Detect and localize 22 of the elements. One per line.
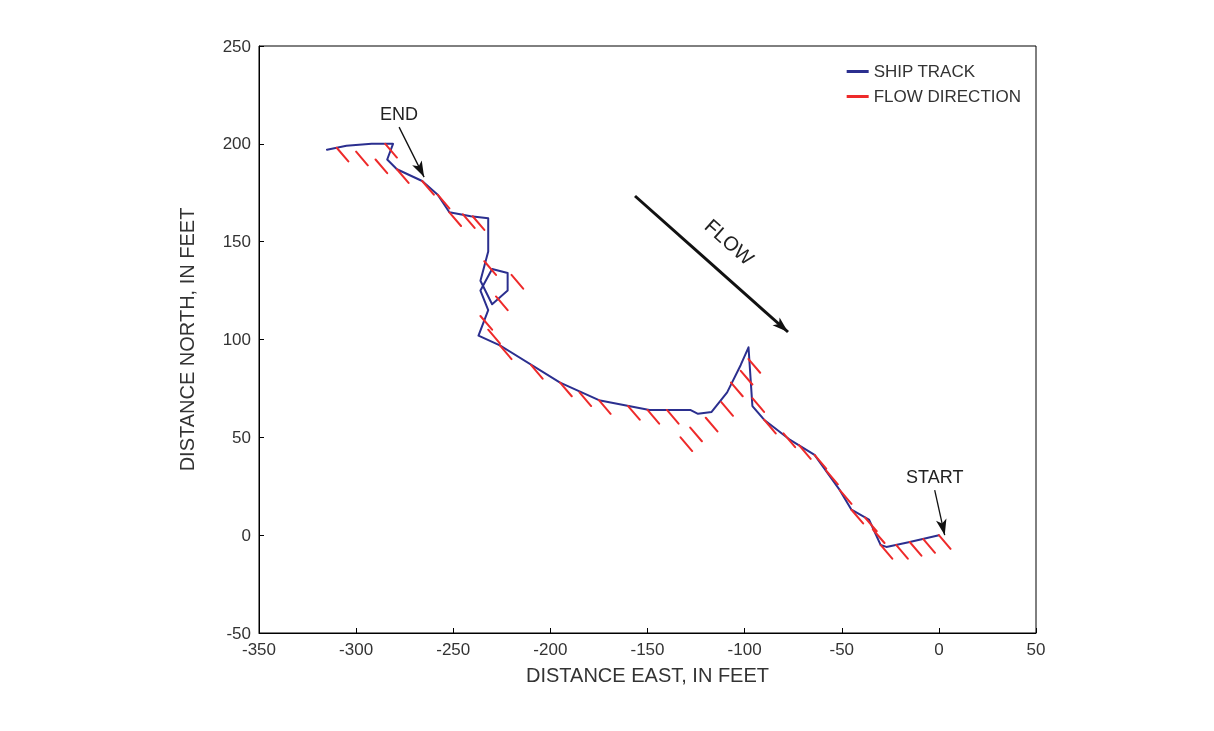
x-tick-label: -250: [436, 640, 471, 659]
y-tick-label: 200: [222, 134, 251, 154]
y-tick-label: 150: [222, 232, 251, 252]
x-tick-label: 50: [1026, 640, 1046, 659]
y-tick-label: 0: [241, 525, 251, 545]
y-tick-label: 50: [232, 427, 251, 447]
y-tick-label: -50: [226, 623, 251, 643]
legend-label: FLOW DIRECTION: [873, 87, 1022, 106]
x-tick-label: -200: [533, 640, 568, 659]
x-tick-label: -100: [727, 640, 762, 659]
y-tick-label: 250: [222, 36, 251, 56]
x-axis-title: DISTANCE EAST, IN FEET: [526, 664, 769, 686]
x-tick-label: -350: [241, 640, 277, 659]
x-tick-label: -300: [339, 640, 374, 659]
y-axis-title: DISTANCE NORTH, IN FEET: [176, 207, 198, 472]
y-tick-label: 100: [222, 330, 251, 349]
x-tick-label: -150: [630, 640, 665, 659]
legend-label: SHIP TRACK: [873, 62, 976, 81]
x-tick-label: 0: [934, 640, 944, 659]
annotation: START: [906, 467, 964, 488]
x-tick-label: -50: [829, 640, 855, 659]
annotation: END: [380, 104, 419, 125]
